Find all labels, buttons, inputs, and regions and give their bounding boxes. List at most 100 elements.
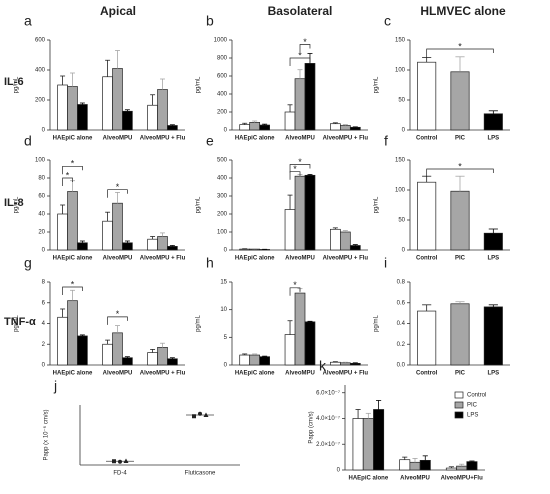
significance-bracket — [62, 286, 83, 295]
y-tick-label: 0.0 — [397, 363, 406, 369]
bar — [294, 78, 306, 131]
panel-letter: e — [206, 133, 214, 149]
x-tick-label: HAEpiC alone — [53, 371, 93, 377]
bar — [483, 113, 503, 131]
y-tick-label: 0.2 — [397, 342, 406, 348]
bar — [259, 124, 270, 131]
bar — [417, 310, 437, 366]
bar — [77, 104, 88, 131]
bar — [122, 357, 133, 366]
bar — [450, 303, 470, 366]
y-tick-label: 8 — [42, 280, 46, 286]
y-tick-label: 200 — [217, 110, 228, 116]
y-tick-label: 2.0×10⁻⁷ — [316, 441, 340, 448]
y-tick-label: 0 — [224, 128, 228, 134]
significance-bracket — [289, 171, 301, 180]
row-label: IL-8 — [4, 197, 24, 209]
x-tick-label: AlveoMPU + Flu — [140, 136, 186, 142]
column-header: Apical — [100, 4, 136, 18]
x-tick-label: AlveoMPU — [103, 136, 133, 142]
y-tick-label: 100 — [217, 230, 228, 236]
bar — [304, 63, 316, 131]
bar — [284, 111, 296, 131]
bar — [102, 220, 113, 251]
bar — [77, 335, 88, 366]
y-tick-label: 150 — [395, 158, 406, 164]
point — [118, 459, 122, 464]
x-tick-label: AlveoMPU — [400, 476, 430, 482]
bar — [67, 300, 78, 366]
y-tick-label: 100 — [395, 68, 406, 74]
y-tick-label: 200 — [35, 98, 46, 104]
y-tick-label: 60 — [38, 194, 45, 200]
x-tick-label: AlveoMPU+Flu — [441, 476, 484, 482]
significance-label: * — [71, 159, 75, 169]
y-tick-label: 0.8 — [397, 280, 406, 286]
panel-letter: d — [24, 133, 32, 149]
bar — [67, 191, 78, 251]
x-tick-label: LPS — [487, 136, 499, 142]
x-tick-label: PIC — [455, 371, 466, 377]
row-label: IL-6 — [4, 76, 24, 88]
bar — [339, 362, 351, 366]
y-axis-label: pg/mL — [374, 315, 380, 332]
bar — [239, 354, 251, 366]
y-tick-label: 50 — [398, 218, 405, 224]
x-tick-label: AlveoMPU + Flu — [323, 256, 369, 262]
significance-label: * — [298, 157, 302, 167]
x-tick-label: HAEpiC alone — [235, 256, 275, 262]
panel-letter: h — [206, 255, 214, 271]
y-tick-label: 300 — [217, 194, 228, 200]
bar — [67, 86, 78, 131]
bar — [450, 71, 470, 131]
y-tick-label: 400 — [217, 92, 228, 98]
y-axis-label: Papp (x 10⁻⁶ cm/s) — [43, 410, 50, 461]
bar — [122, 110, 133, 131]
y-axis-label: pg/mL — [374, 196, 380, 213]
y-tick-label: 4.0×10⁻⁷ — [316, 415, 340, 422]
y-tick-label: 1000 — [214, 38, 228, 44]
y-tick-label: 600 — [35, 38, 46, 44]
x-tick-label: AlveoMPU + Flu — [140, 256, 186, 262]
bar — [112, 68, 123, 131]
bar — [445, 467, 457, 471]
y-tick-label: 4 — [42, 321, 46, 327]
y-tick-label: 150 — [395, 38, 406, 44]
x-tick-label: HAEpiC alone — [53, 136, 93, 142]
significance-label: * — [66, 170, 70, 180]
bar — [373, 409, 385, 471]
significance-label: * — [303, 37, 307, 47]
bar — [399, 459, 411, 471]
y-axis-label: pg/mL — [196, 76, 202, 93]
column-header: Basolateral — [268, 4, 333, 18]
x-tick-label: HAEpiC alone — [348, 476, 388, 482]
y-tick-label: 0.6 — [397, 300, 406, 306]
bar — [349, 245, 361, 251]
significance-bracket — [299, 44, 311, 53]
y-axis-label: pg/mL — [14, 315, 20, 332]
bar — [112, 202, 123, 251]
bar — [102, 76, 113, 131]
y-tick-label: 0.4 — [397, 321, 406, 327]
y-tick-label: 200 — [217, 212, 228, 218]
bar — [57, 84, 68, 131]
significance-bracket — [62, 177, 73, 186]
legend-label: PIC — [467, 403, 478, 409]
x-tick-label: HAEpiC alone — [235, 136, 275, 142]
significance-bracket — [289, 57, 311, 66]
significance-label: * — [458, 41, 462, 51]
bar — [249, 248, 261, 251]
bar — [352, 418, 364, 471]
x-tick-label: LPS — [487, 371, 499, 377]
y-tick-label: 100 — [35, 158, 46, 164]
y-tick-label: 600 — [217, 74, 228, 80]
y-tick-label: 0 — [402, 128, 406, 134]
panel-letter: i — [384, 255, 387, 271]
point — [203, 412, 209, 417]
y-axis-label: pg/mL — [196, 196, 202, 213]
significance-bracket — [426, 48, 494, 57]
x-tick-label: Fluticasone — [185, 471, 216, 477]
bar — [147, 104, 158, 131]
y-tick-label: 0 — [224, 248, 228, 254]
